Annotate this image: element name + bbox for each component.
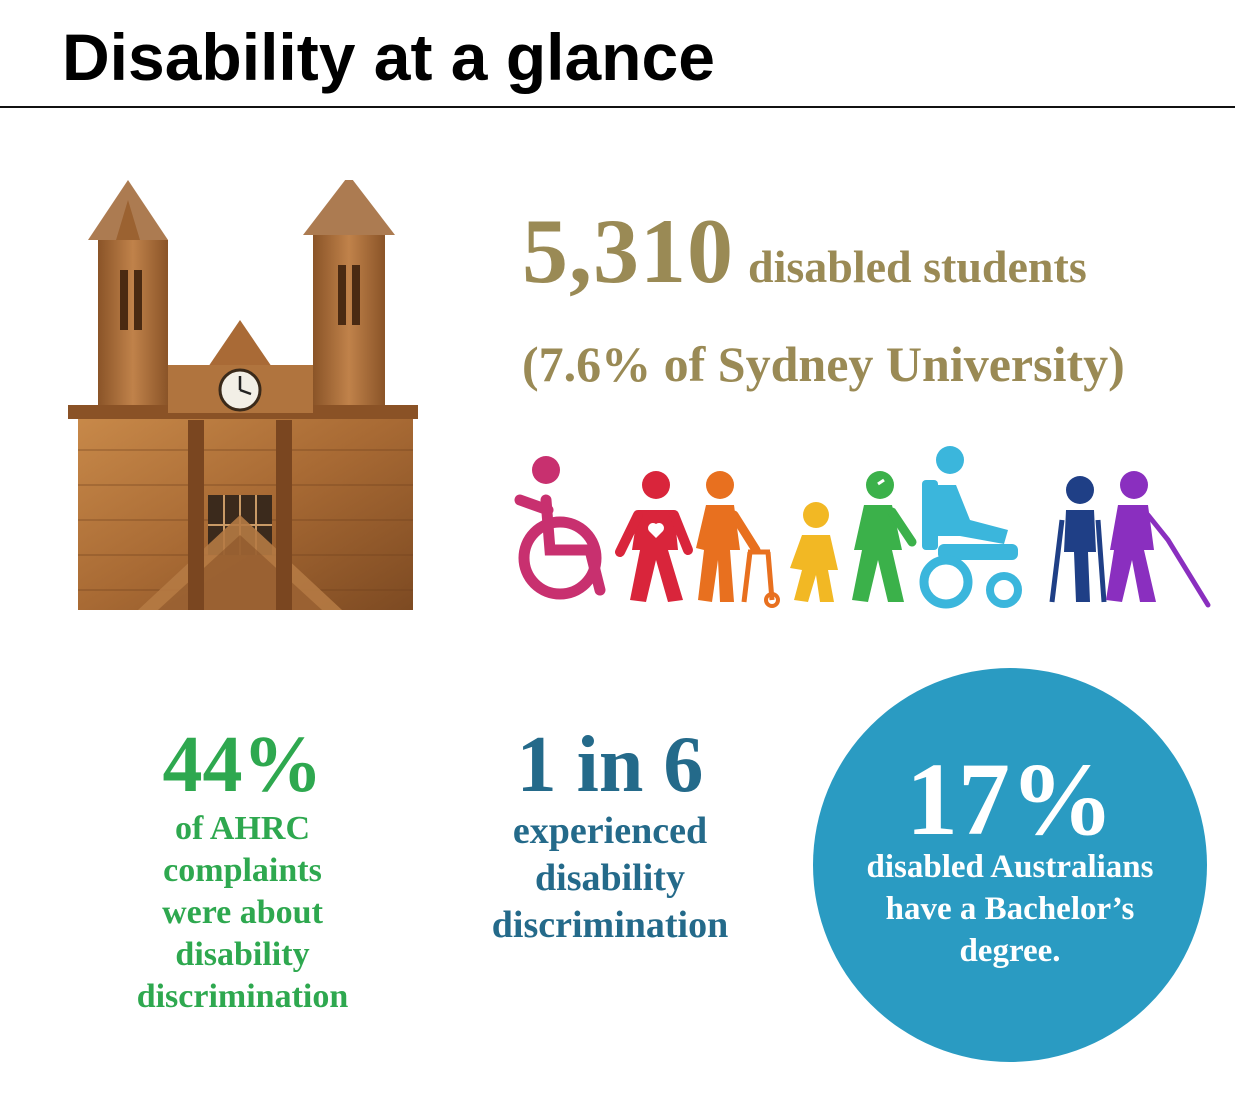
stat-ahrc-complaints: 44% of AHRC complaints were about disabi…: [110, 722, 375, 1018]
person-with-crutches-icon: [1049, 476, 1107, 603]
stat-ahrc-line-2: complaints: [163, 852, 322, 889]
main-stat-label: disabled students: [748, 241, 1087, 292]
stat-discrimination-value: 1 in 6: [516, 721, 704, 809]
stat-ahrc-line-1: of AHRC: [174, 810, 311, 847]
stat-discrimination: 1 in 6 experienced disability discrimina…: [450, 722, 770, 949]
walking-person-icon: [852, 471, 917, 602]
stat-ahrc-line-5: discrimination: [136, 978, 349, 1015]
stat-ahrc-value: 44%: [162, 721, 323, 809]
disability-figures-illustration: [514, 446, 1211, 609]
powered-wheelchair-user-icon: [919, 446, 1022, 609]
stat-bachelor-value: 17%: [906, 742, 1114, 857]
stat-discrimination-line-3: discrimination: [491, 904, 729, 946]
stat-discrimination-line-2: disability: [535, 857, 685, 899]
child-walking-icon: [790, 502, 838, 602]
main-stat: 5,310 disabled students: [522, 196, 1087, 306]
title-divider: [0, 106, 1235, 108]
person-with-white-cane-icon: [1106, 471, 1211, 608]
stat-bachelor-circle: 17% disabled Australians have a Bachelor…: [813, 668, 1207, 1062]
page-title: Disability at a glance: [62, 20, 715, 94]
walking-person-heart-icon: [615, 471, 693, 602]
stat-bachelor-text: disabled Australians have a Bachelor’s d…: [823, 846, 1197, 972]
wheelchair-user-icon: [514, 494, 606, 600]
stat-bachelor-line-2: have a Bachelor’s: [885, 891, 1135, 927]
main-stat-subtext: (7.6% of Sydney University): [522, 336, 1125, 392]
person-with-walker-icon: [696, 471, 780, 608]
stat-bachelor-line-1: disabled Australians: [866, 849, 1154, 885]
stat-bachelor-line-3: degree.: [959, 933, 1061, 969]
stat-ahrc-line-3: were about: [162, 894, 323, 931]
stat-discrimination-line-1: experienced: [512, 810, 708, 852]
stat-ahrc-line-4: disability: [175, 936, 310, 973]
main-stat-value: 5,310: [522, 200, 734, 302]
clock-tower-image: [68, 180, 418, 610]
person-head-icon: [532, 456, 560, 484]
